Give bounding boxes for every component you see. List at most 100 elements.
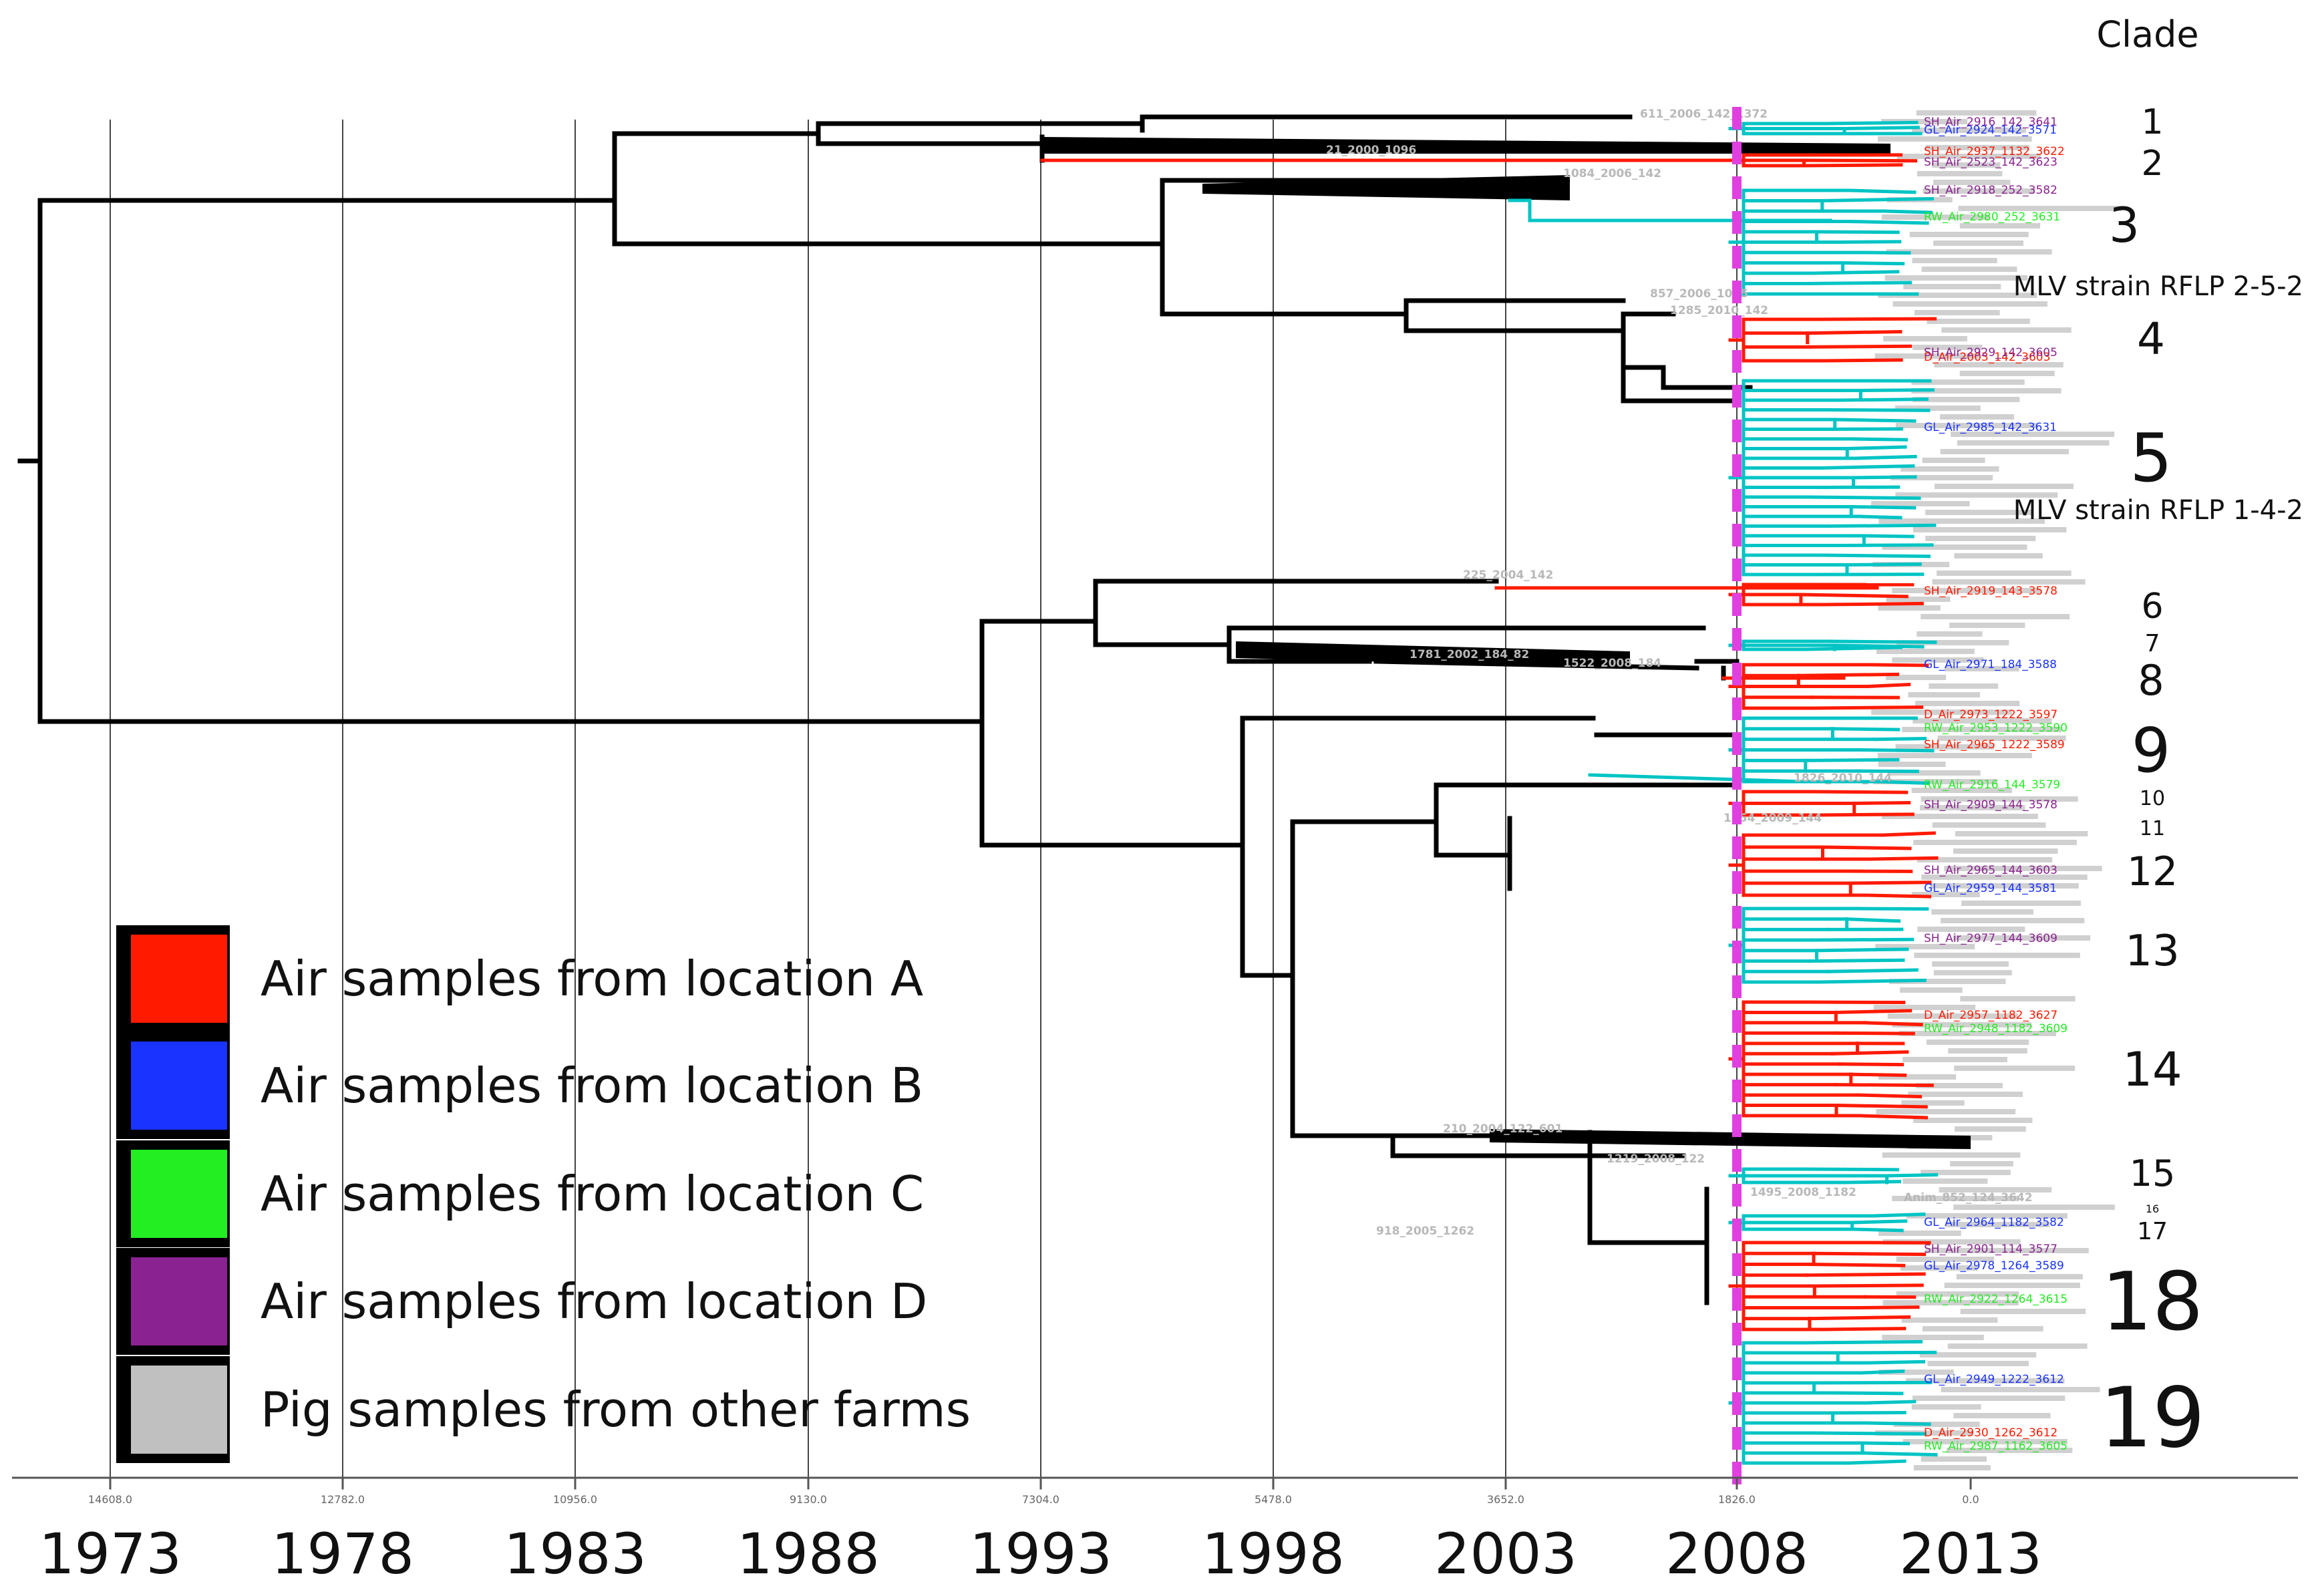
subtree-branch	[1820, 845, 1912, 850]
tip-label-clutter	[1906, 1213, 2068, 1219]
tip-label-clutter	[1893, 1422, 1980, 1427]
tip-label-clutter	[1895, 744, 1995, 750]
tip-label-clutter	[1953, 935, 2091, 941]
tip-label-clutter	[1951, 432, 2115, 437]
tip-label-clutter	[1878, 1074, 1957, 1080]
node-label: 210_2004_122_601	[1443, 1122, 1562, 1136]
tip-label-clutter	[1934, 362, 2064, 367]
tip-label-clutter	[1955, 1126, 2026, 1132]
tip-label-clutter	[1892, 1022, 2031, 1027]
tip-label-clutter	[1903, 1439, 2068, 1444]
tip-label-clutter	[1878, 1231, 1961, 1236]
tip-label-clutter	[1937, 736, 2066, 741]
subtree-branch	[1865, 682, 1911, 689]
tip-label-clutter	[1896, 640, 2009, 645]
legend-swatch	[131, 1257, 227, 1345]
tip-label-clutter	[1955, 831, 2088, 836]
tip-label-clutter	[1881, 214, 1989, 220]
subtree-branch	[1810, 937, 1915, 942]
clade-label-6: 6	[2141, 587, 2163, 627]
tip-label-clutter	[1917, 631, 1983, 637]
tip-label-clutter	[1886, 597, 1951, 602]
subtree-branch	[1868, 856, 1939, 861]
subtree-branch	[1802, 158, 1918, 163]
tip-label: SH_Air_2523_142_3623	[1924, 156, 2057, 169]
tip-label-clutter	[1923, 188, 2035, 194]
tip-label-clutter	[1922, 1326, 2043, 1331]
clade-label-16: 16	[2146, 1203, 2159, 1215]
colored-tip-labels: SH_Air_2916_142_3641GL_Air_2924_142_3571…	[1924, 116, 2068, 1453]
subtree-branch	[1864, 1021, 1923, 1027]
tip-label-clutter	[1889, 979, 2006, 984]
tip-label-clutter	[1892, 1196, 2019, 1201]
tip-label-clutter	[1890, 475, 1993, 480]
subtree-branch	[1847, 188, 1917, 194]
tip-label: D_Air_2003_142_3603	[1924, 351, 2050, 364]
subtree-branch	[1860, 1441, 1911, 1446]
tip-label-clutter	[1949, 623, 2025, 628]
tip-label-clutter	[1902, 727, 2062, 732]
collapsed-clade	[1236, 641, 1630, 668]
tip-label: SH_Air_2937_1132_3622	[1924, 145, 2065, 158]
subtree-branch	[1831, 1410, 1907, 1415]
tip-label-clutter	[1950, 1161, 2013, 1166]
node-label: 21_2000_1096	[1326, 144, 1416, 157]
subtree-branch	[1804, 1000, 1906, 1005]
tip-label: RW_Air_2948_1182_3609	[1924, 1022, 2068, 1035]
tip-label-clutter	[1875, 944, 1975, 949]
clade-label-19: 19	[2100, 1370, 2205, 1466]
clade-label-7: 7	[2145, 630, 2160, 657]
tip-label-clutter	[1900, 1265, 1978, 1271]
tip-label-clutter	[1926, 1040, 2029, 1045]
subtree-branch	[1849, 1072, 1907, 1078]
tip-label-clutter	[1882, 1335, 1984, 1340]
tip-label-clutter	[1895, 423, 2038, 428]
axis-year-label: 1993	[969, 1521, 1112, 1587]
tip-label-clutter	[1892, 301, 2047, 307]
tip-label-clutter	[1944, 1283, 2080, 1288]
clade-note-3: MLV strain RFLP 2-5-2	[2013, 271, 2303, 302]
subtree-branch	[1805, 1272, 1926, 1277]
tip-label: SH_Air_2918_252_3582	[1924, 184, 2057, 197]
tip-label: SH_Air_2916_142_3641	[1924, 116, 2057, 129]
subtree-branch	[1827, 639, 1937, 644]
tip-label-clutter	[1888, 770, 1981, 776]
subtree-branch	[1818, 978, 1927, 984]
tip-label-clutter	[1881, 814, 2038, 819]
tip-label-clutter	[1954, 553, 2043, 558]
tip-label-clutter	[1919, 1352, 2037, 1358]
subtree-branch	[1804, 495, 1921, 500]
tip-label-clutter	[1911, 379, 2025, 385]
tip-label-clutter	[1903, 1178, 1988, 1184]
tip-label-clutter	[1913, 840, 2077, 845]
clade-label-8: 8	[2138, 656, 2164, 705]
tip-label-clutter	[1921, 796, 2078, 802]
tip-label-clutter	[1903, 1057, 2007, 1062]
tip-label-clutter	[1896, 1257, 1995, 1262]
subtree-branch	[1836, 240, 1902, 245]
tip-label-clutter	[1931, 909, 2033, 915]
subtree-branch	[1830, 727, 1901, 732]
subtree-branch	[1861, 1451, 1938, 1457]
subtree-branch	[1871, 1213, 1926, 1218]
tip-label-clutter	[1882, 1300, 2019, 1305]
tip-label-clutter	[1932, 579, 2086, 585]
tip-label: GL_Air_2985_142_3631	[1924, 421, 2057, 434]
subtree-branch	[1834, 1104, 1928, 1109]
tip-label-clutter	[1932, 822, 2046, 828]
tip-label-clutter	[1917, 927, 2025, 932]
tip-label-clutter	[1947, 1343, 2088, 1349]
tree-branches	[17, 114, 1971, 1465]
subtree-branch	[1850, 1219, 1908, 1225]
node-label: 1495_2008_1182	[1750, 1186, 1856, 1199]
subtree-branch	[1859, 1369, 1905, 1375]
axis-tick-label: 1826.0	[1718, 1493, 1756, 1506]
tip-label: GL_Air_2959_144_3581	[1924, 882, 2057, 895]
clade-label-9: 9	[2132, 715, 2171, 786]
subtree-branch	[1845, 917, 1901, 923]
clade-label-17: 17	[2137, 1218, 2168, 1245]
subtree-branch	[1796, 672, 1899, 677]
tip-label-clutter	[1927, 1361, 2029, 1366]
legend-item-location_c: Air samples from location C	[116, 1140, 924, 1247]
tip-label-clutter	[1936, 571, 2072, 576]
